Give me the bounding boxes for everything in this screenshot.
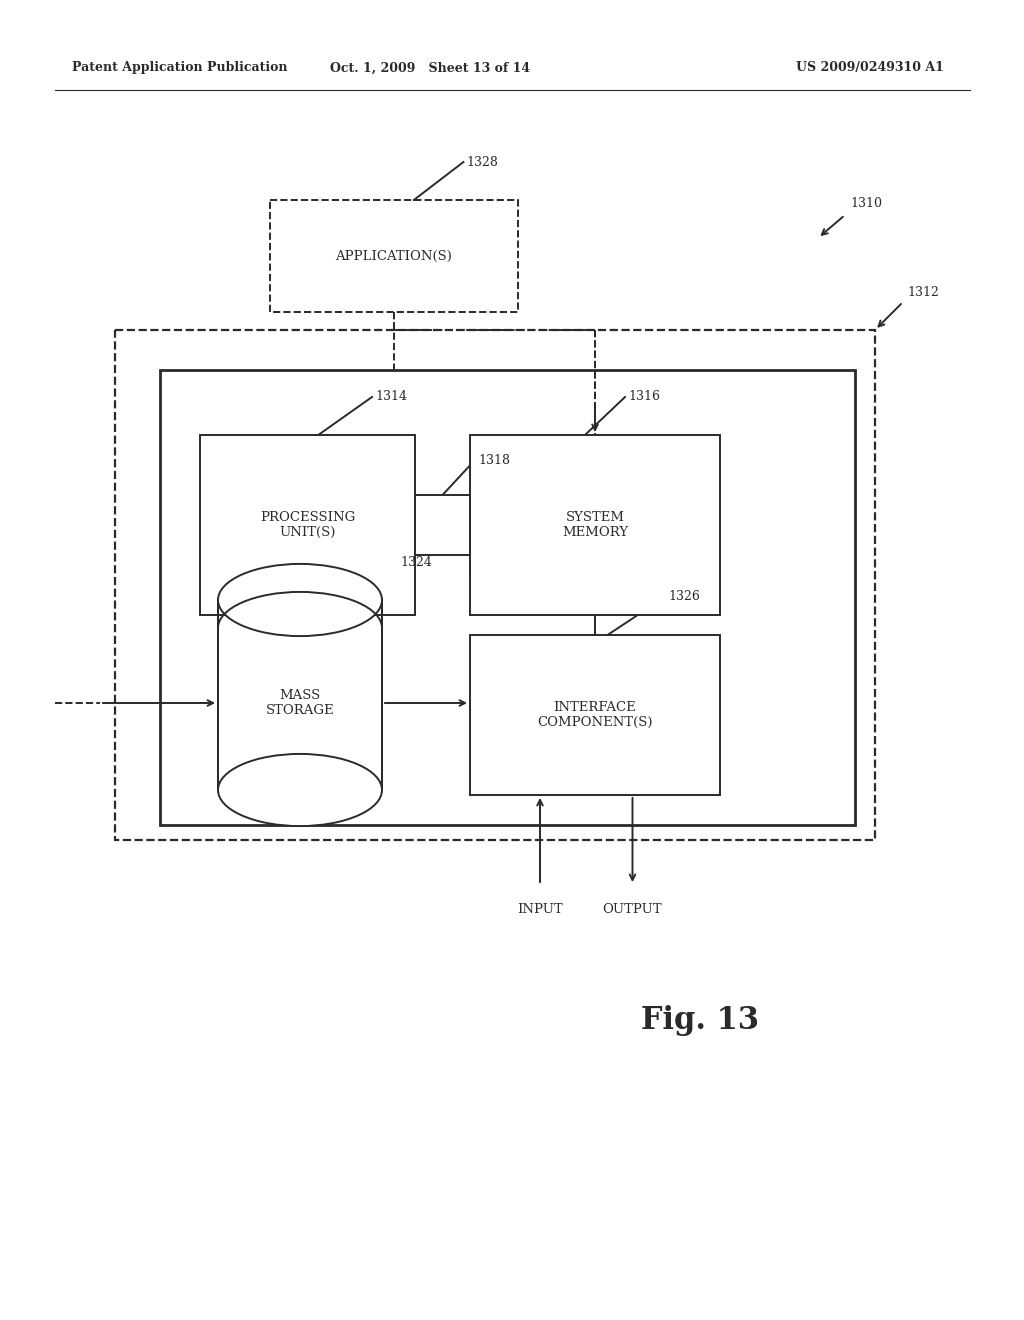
Bar bbox=[270, 201, 518, 312]
Text: SYSTEM
MEMORY: SYSTEM MEMORY bbox=[562, 511, 628, 539]
Text: MASS
STORAGE: MASS STORAGE bbox=[265, 689, 334, 717]
Text: 1328: 1328 bbox=[467, 156, 499, 169]
Text: 1318: 1318 bbox=[478, 454, 510, 466]
Text: 1326: 1326 bbox=[668, 590, 699, 603]
Text: INTERFACE
COMPONENT(S): INTERFACE COMPONENT(S) bbox=[538, 701, 652, 729]
Bar bbox=[115, 330, 874, 840]
Text: Oct. 1, 2009   Sheet 13 of 14: Oct. 1, 2009 Sheet 13 of 14 bbox=[330, 62, 530, 74]
Bar bbox=[200, 436, 415, 615]
Bar bbox=[415, 495, 470, 554]
Bar bbox=[470, 436, 720, 615]
Text: OUTPUT: OUTPUT bbox=[603, 903, 663, 916]
Text: PROCESSING
UNIT(S): PROCESSING UNIT(S) bbox=[260, 511, 355, 539]
Bar bbox=[218, 601, 382, 789]
Bar bbox=[470, 635, 720, 795]
Text: APPLICATION(S): APPLICATION(S) bbox=[336, 249, 453, 263]
Text: 1314: 1314 bbox=[375, 391, 407, 404]
Text: 1316: 1316 bbox=[628, 391, 660, 404]
Text: 1312: 1312 bbox=[907, 285, 939, 298]
Ellipse shape bbox=[218, 564, 382, 636]
Text: INPUT: INPUT bbox=[517, 903, 563, 916]
Bar bbox=[160, 370, 855, 825]
Text: US 2009/0249310 A1: US 2009/0249310 A1 bbox=[796, 62, 944, 74]
Text: 1310: 1310 bbox=[850, 197, 882, 210]
Text: 1324: 1324 bbox=[400, 556, 432, 569]
Ellipse shape bbox=[218, 754, 382, 826]
Text: Fig. 13: Fig. 13 bbox=[641, 1005, 759, 1035]
Text: Patent Application Publication: Patent Application Publication bbox=[72, 62, 288, 74]
